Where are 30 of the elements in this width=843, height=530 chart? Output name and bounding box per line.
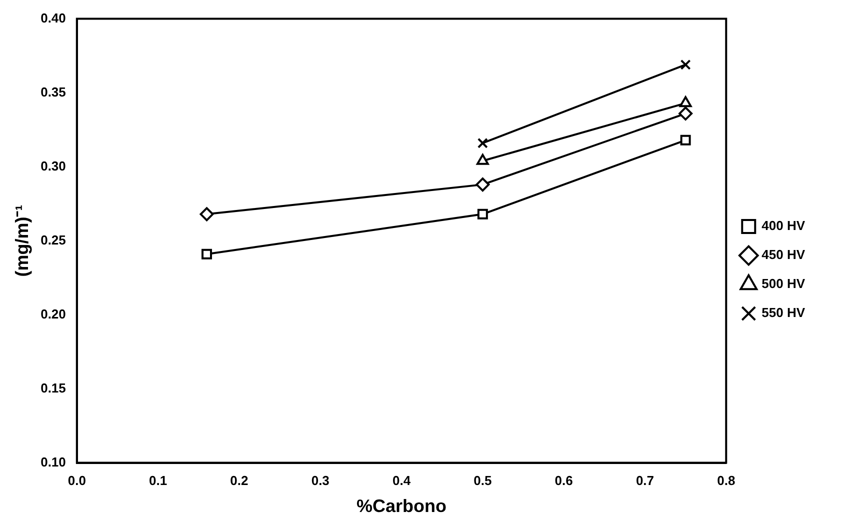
y-tick-label: 0.20 — [40, 306, 66, 322]
x-tick-label: 0.1 — [149, 473, 168, 488]
legend-label: 450 HV — [762, 247, 806, 262]
x-tick-label: 0.0 — [68, 473, 86, 488]
y-tick-label: 0.10 — [40, 454, 66, 470]
x-tick-label: 0.5 — [474, 473, 492, 488]
point — [680, 134, 691, 146]
point — [202, 248, 212, 260]
x-tick-label: 0.7 — [636, 473, 654, 488]
point — [200, 207, 214, 222]
legend-label: 500 HV — [762, 276, 806, 292]
point — [477, 138, 488, 148]
legend-label: 400 HV — [762, 218, 806, 234]
x-axis-title: %Carbono — [356, 496, 447, 516]
x-tick-label: 0.8 — [717, 473, 736, 488]
x-tick-label: 0.4 — [392, 473, 412, 488]
y-axis-title: (mg/m)⁻¹ — [12, 204, 32, 277]
x-tick-label: 0.6 — [554, 473, 573, 488]
x-tick-label: 0.3 — [311, 473, 330, 488]
y-tick-label: 0.15 — [40, 380, 66, 396]
y-tick-label: 0.40 — [40, 10, 66, 26]
point — [476, 178, 490, 192]
y-tick-label: 0.25 — [40, 232, 66, 248]
y-tick-label: 0.30 — [40, 158, 66, 174]
x-tick-label: 0.2 — [230, 473, 248, 488]
point — [477, 208, 488, 220]
y-tick-label: 0.35 — [40, 84, 66, 100]
point — [680, 59, 691, 70]
point — [678, 106, 693, 121]
legend-label: 550 HV — [762, 305, 806, 320]
